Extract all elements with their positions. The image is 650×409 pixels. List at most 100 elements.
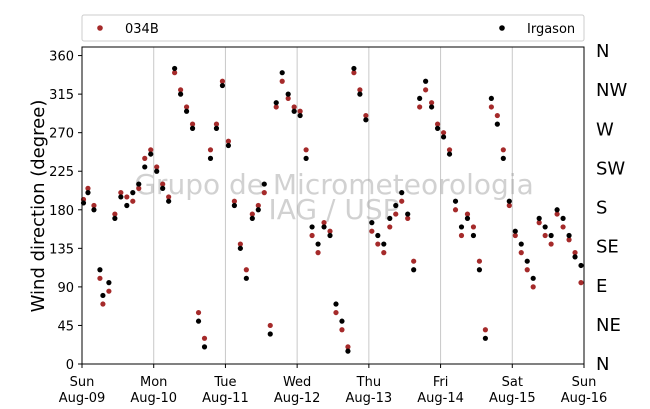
point-034b-28 xyxy=(243,267,249,273)
legend-marker-034b xyxy=(97,25,103,31)
point-irgason-43 xyxy=(333,301,339,307)
point-034b-62 xyxy=(446,147,453,153)
x-tick-label-day-7: Sun xyxy=(572,375,597,390)
point-034b-39 xyxy=(309,232,315,239)
point-irgason-19 xyxy=(189,125,196,131)
direction-labels: N NE E SE S SW W NW N xyxy=(596,41,627,375)
y-tick-label-6: 270 xyxy=(49,127,74,142)
point-034b-52 xyxy=(387,224,393,230)
point-irgason-30 xyxy=(255,207,261,213)
point-irgason-63 xyxy=(452,198,459,204)
point-034b-9 xyxy=(130,198,136,204)
y-tick-label-0: 0 xyxy=(66,358,74,373)
point-034b-74 xyxy=(518,250,524,256)
direction-label-1: NE xyxy=(596,315,621,336)
point-irgason-6 xyxy=(112,215,118,221)
direction-label-8: N xyxy=(596,41,609,62)
point-irgason-55 xyxy=(405,211,411,217)
y-axis-ticks: 0 45 90 135 180 225 270 315 360 xyxy=(49,50,82,373)
point-irgason-7 xyxy=(118,194,124,200)
point-034b-6 xyxy=(112,211,118,217)
point-irgason-3 xyxy=(97,267,103,273)
point-irgason-44 xyxy=(339,318,345,324)
point-034b-69 xyxy=(488,104,494,110)
point-irgason-13 xyxy=(154,168,160,174)
point-034b-4 xyxy=(100,301,106,307)
point-irgason-72 xyxy=(506,198,512,204)
legend-label-034b: 034B xyxy=(125,22,159,37)
point-irgason-71 xyxy=(500,155,506,161)
point-034b-13 xyxy=(154,164,160,170)
point-irgason-38 xyxy=(303,155,309,161)
x-tick-label-day-2: Tue xyxy=(213,375,236,390)
point-irgason-61 xyxy=(440,134,447,140)
x-tick-label-date-6: Aug-15 xyxy=(489,391,536,406)
point-034b-42 xyxy=(327,228,333,234)
point-034b-14 xyxy=(160,181,166,187)
point-irgason-9 xyxy=(130,190,136,196)
point-034b-19 xyxy=(189,121,196,127)
point-034b-80 xyxy=(554,211,560,217)
point-034b-34 xyxy=(279,78,285,84)
x-tick-label-date-7: Aug-16 xyxy=(561,391,608,406)
point-034b-66 xyxy=(470,224,477,230)
point-034b-84 xyxy=(578,280,584,286)
point-irgason-1 xyxy=(85,190,91,196)
point-irgason-77 xyxy=(536,215,542,221)
point-034b-16 xyxy=(172,70,178,76)
point-irgason-81 xyxy=(560,215,566,221)
point-irgason-80 xyxy=(554,207,560,213)
point-034b-71 xyxy=(500,147,506,153)
point-irgason-31 xyxy=(261,181,267,187)
point-irgason-76 xyxy=(530,275,536,281)
point-irgason-34 xyxy=(279,70,285,76)
y-tick-label-4: 180 xyxy=(49,204,74,219)
point-irgason-10 xyxy=(136,181,142,187)
point-irgason-2 xyxy=(91,207,97,213)
point-irgason-4 xyxy=(100,292,106,299)
point-irgason-8 xyxy=(124,202,130,209)
point-034b-44 xyxy=(339,327,345,333)
point-irgason-57 xyxy=(417,95,423,102)
point-irgason-21 xyxy=(201,344,208,350)
direction-label-3: SE xyxy=(596,237,619,258)
x-tick-label-day-5: Fri xyxy=(433,375,449,390)
point-irgason-37 xyxy=(297,112,303,119)
point-irgason-25 xyxy=(225,142,232,149)
legend-label-irgason: Irgason xyxy=(527,22,575,37)
x-tick-label-day-4: Thu xyxy=(356,375,381,390)
point-034b-68 xyxy=(482,327,488,333)
point-034b-12 xyxy=(148,147,154,153)
point-034b-70 xyxy=(494,112,500,119)
point-034b-72 xyxy=(506,202,512,209)
point-034b-7 xyxy=(118,190,124,196)
x-tick-label-day-3: Wed xyxy=(283,375,311,390)
x-tick-label-date-5: Aug-14 xyxy=(417,391,464,406)
point-irgason-84 xyxy=(578,262,584,269)
legend: 034B Irgason xyxy=(81,14,585,42)
series-irgason xyxy=(80,65,584,354)
point-irgason-46 xyxy=(351,65,357,72)
point-034b-78 xyxy=(542,232,548,239)
point-034b-75 xyxy=(524,267,530,273)
point-034b-54 xyxy=(399,198,405,204)
watermark-line-2: IAG / USP xyxy=(268,193,399,226)
point-034b-35 xyxy=(285,95,291,102)
point-irgason-23 xyxy=(213,125,220,131)
point-034b-45 xyxy=(345,344,351,350)
point-irgason-22 xyxy=(207,155,214,161)
point-034b-32 xyxy=(267,322,273,329)
point-034b-15 xyxy=(166,194,172,200)
x-tick-label-day-1: Mon xyxy=(140,375,167,390)
point-034b-21 xyxy=(201,335,208,341)
point-034b-49 xyxy=(369,228,375,234)
point-034b-25 xyxy=(225,138,232,144)
point-034b-11 xyxy=(142,155,148,161)
point-irgason-62 xyxy=(446,151,453,157)
point-034b-38 xyxy=(303,147,309,153)
x-tick-label-date-3: Aug-12 xyxy=(274,391,321,406)
point-irgason-14 xyxy=(160,185,166,191)
x-tick-label-date-1: Aug-10 xyxy=(130,391,177,406)
point-034b-47 xyxy=(357,87,363,93)
point-034b-73 xyxy=(512,232,518,239)
